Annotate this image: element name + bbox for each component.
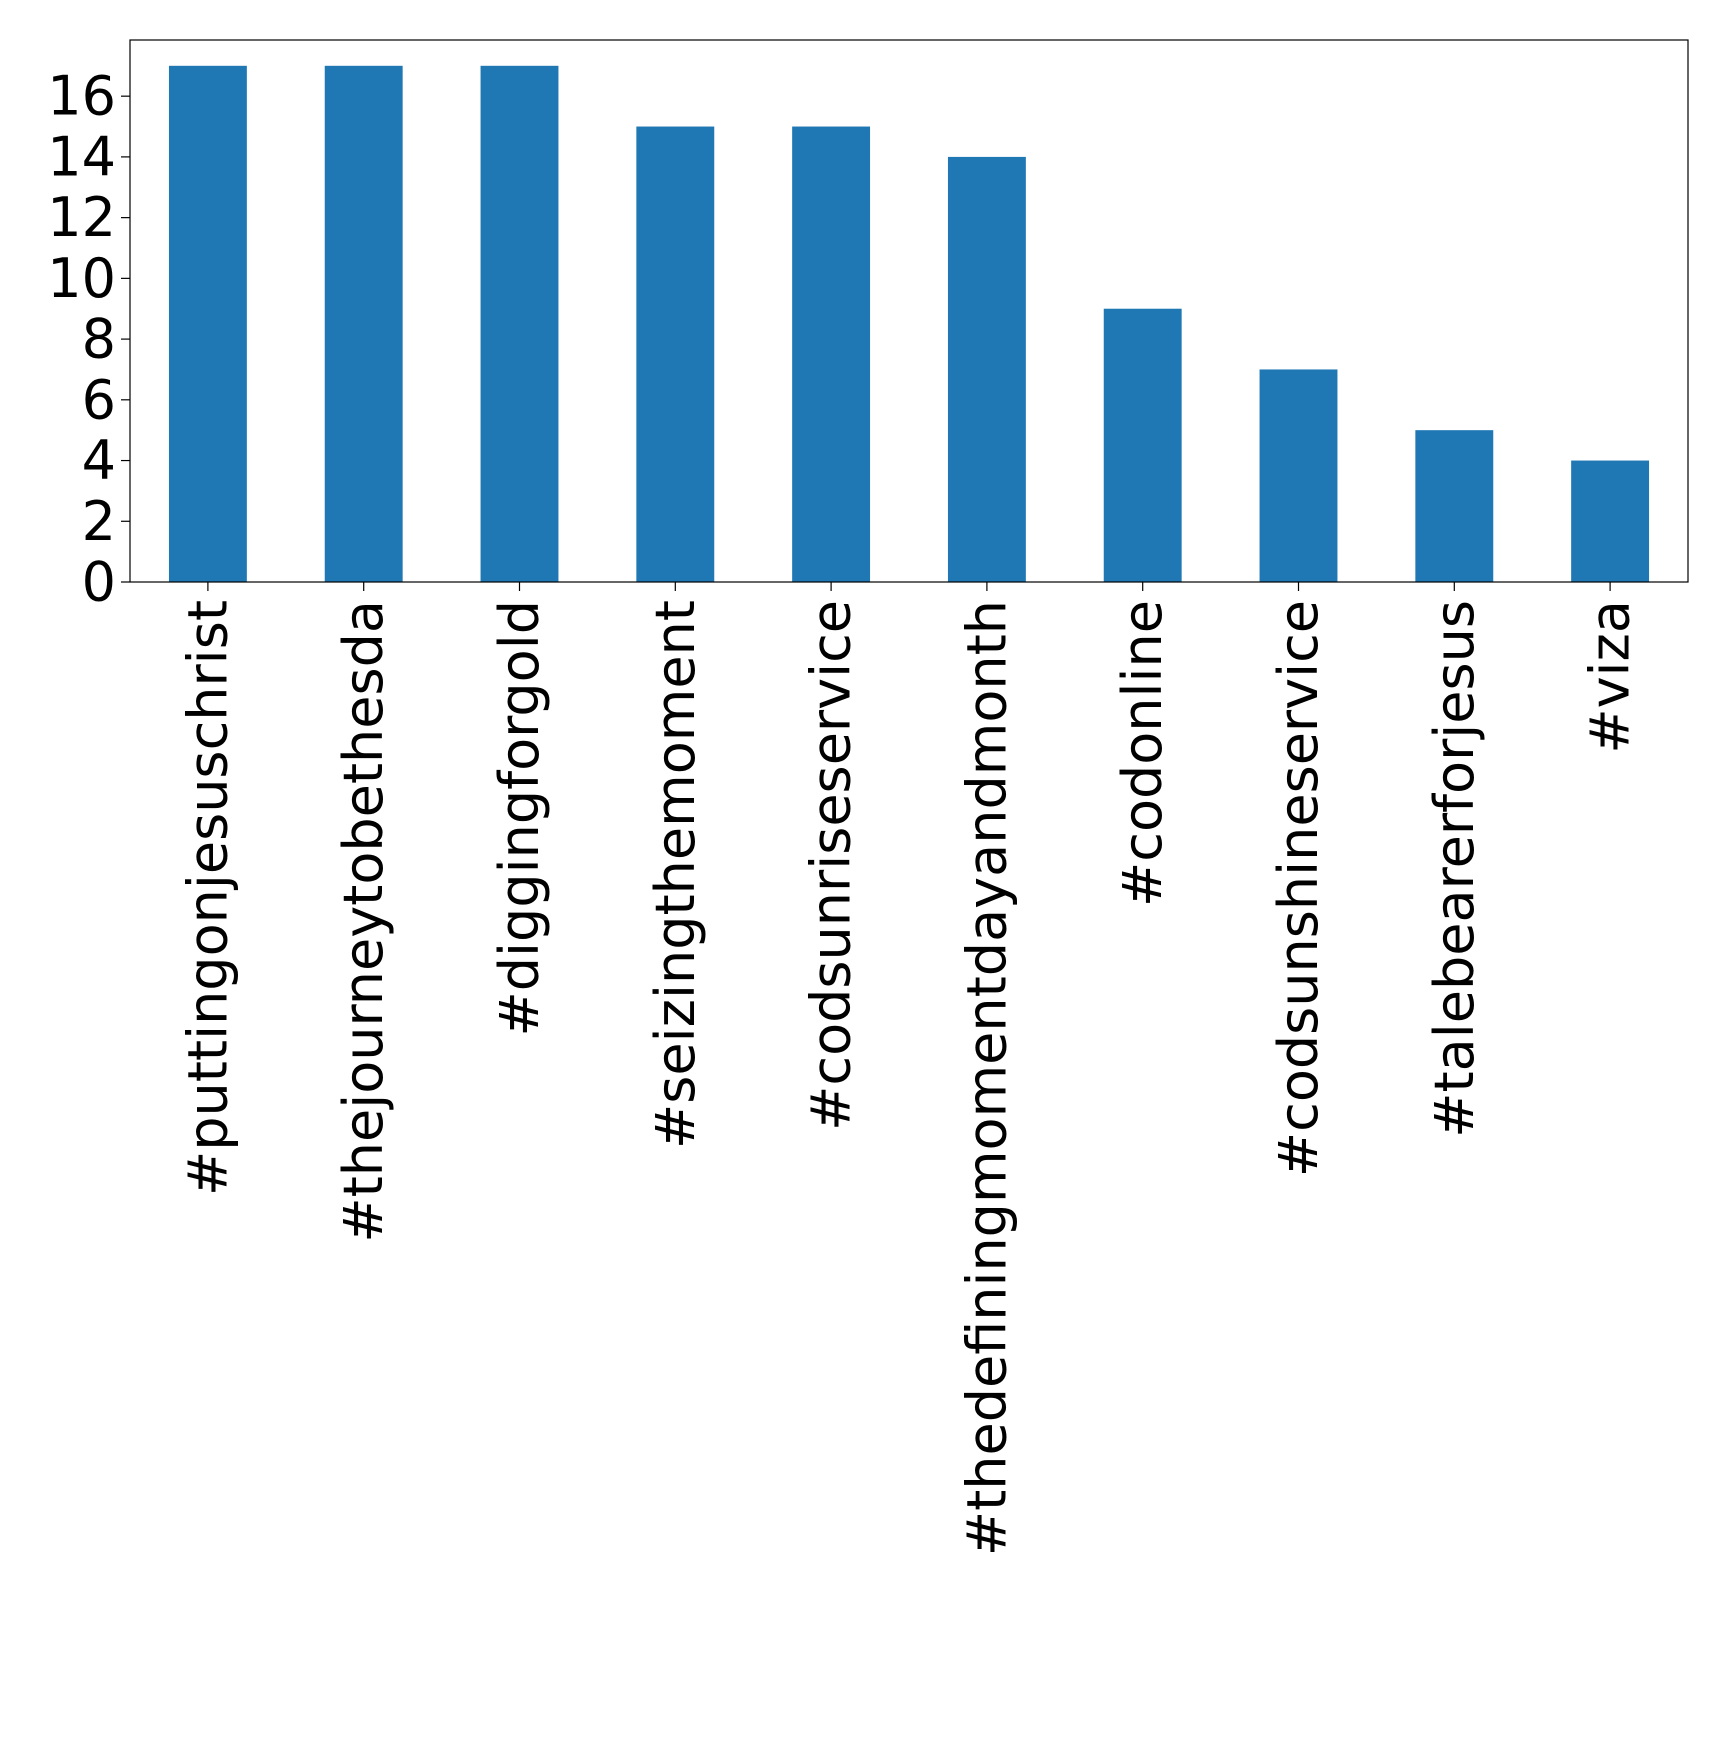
y-tick-label: 0: [82, 551, 116, 614]
y-tick-label: 14: [47, 125, 116, 188]
bars-layer: [168, 65, 1650, 583]
y-tick-label: 8: [82, 308, 116, 371]
x-tick-label: #thejourneytobethesda: [332, 600, 395, 1243]
x-tick-label: #codonline: [1111, 600, 1174, 907]
x-tick-label: #diggingforgold: [488, 600, 551, 1036]
bar-viza: [1571, 460, 1650, 582]
x-tick-label: #codsunriseservice: [800, 600, 863, 1131]
bar-puttingonjesuschrist: [168, 65, 247, 583]
y-tick-label: 16: [47, 65, 116, 128]
x-axis: #puttingonjesuschrist #thejourneytobethes…: [176, 582, 1642, 1556]
y-tick-label: 2: [82, 490, 116, 553]
bar-talebearerforjesus: [1415, 430, 1494, 582]
plot-frame: [129, 39, 1689, 583]
x-tick-label: #viza: [1579, 600, 1642, 754]
y-tick-label: 12: [47, 186, 116, 249]
y-tick-label: 10: [47, 247, 116, 310]
bar-codsunshineservice: [1259, 369, 1338, 582]
x-tick-label: #seizingthemoment: [644, 600, 707, 1149]
bar-diggingforgold: [480, 65, 559, 583]
y-tick-label: 4: [82, 429, 116, 492]
x-tick-label: #thedefiningmomentdayandmonth: [955, 600, 1018, 1556]
y-tick-label: 6: [82, 368, 116, 431]
x-tick-label: #puttingonjesuschrist: [176, 600, 239, 1196]
bar-seizingthemoment: [636, 126, 715, 583]
bar-codonline: [1103, 308, 1182, 582]
bar-codsunriseservice: [792, 126, 871, 583]
x-tick-label: #talebearerforjesus: [1423, 600, 1486, 1138]
x-tick-label: #codsunshineservice: [1267, 600, 1330, 1177]
bar-thedefiningmomentdayandmonth: [947, 156, 1026, 582]
bar-thejourneytobethesda: [324, 65, 403, 583]
